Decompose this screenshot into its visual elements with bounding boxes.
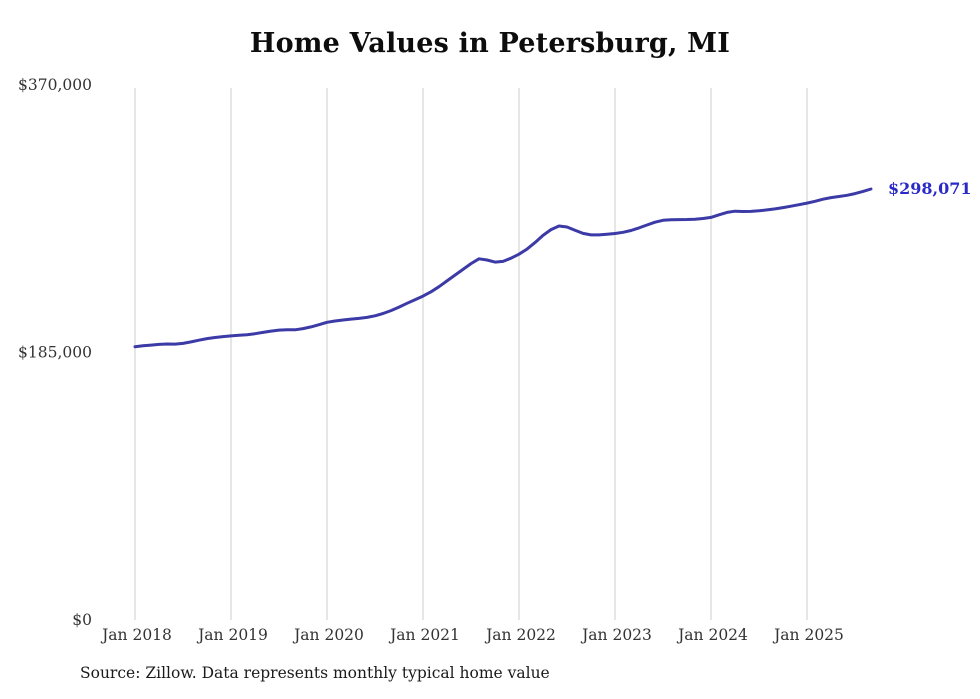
x-tick-label: Jan 2019 bbox=[196, 626, 268, 644]
x-tick-label: Jan 2024 bbox=[676, 626, 748, 644]
source-note: Source: Zillow. Data represents monthly … bbox=[80, 664, 550, 682]
end-value-label: $298,071 bbox=[888, 179, 972, 198]
x-tick-label: Jan 2018 bbox=[100, 626, 172, 644]
x-tick-label: Jan 2025 bbox=[772, 626, 844, 644]
y-tick-label: $0 bbox=[72, 611, 92, 629]
x-tick-label: Jan 2021 bbox=[388, 626, 460, 644]
y-tick-label: $370,000 bbox=[18, 76, 92, 94]
y-tick-label: $185,000 bbox=[18, 344, 92, 362]
chart-title: Home Values in Petersburg, MI bbox=[249, 28, 731, 59]
x-tick-label: Jan 2020 bbox=[292, 626, 364, 644]
home-value-line bbox=[133, 187, 873, 349]
x-tick-label: Jan 2023 bbox=[580, 626, 652, 644]
x-tick-label: Jan 2022 bbox=[484, 626, 556, 644]
